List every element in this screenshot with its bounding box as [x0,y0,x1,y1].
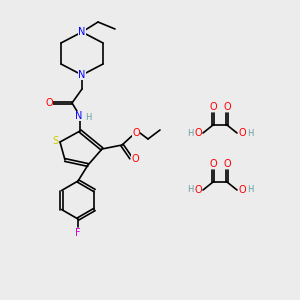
Text: O: O [45,98,53,108]
Text: O: O [194,128,202,138]
Text: N: N [78,70,86,80]
Text: H: H [247,185,253,194]
Text: H: H [187,185,193,194]
Text: O: O [223,102,231,112]
Text: H: H [85,112,91,122]
Text: S: S [52,136,58,146]
Text: O: O [132,128,140,138]
Text: N: N [78,27,86,37]
Text: O: O [238,185,246,195]
Text: O: O [209,102,217,112]
Text: O: O [238,128,246,138]
Text: O: O [194,185,202,195]
Text: H: H [187,128,193,137]
Text: O: O [223,159,231,169]
Text: H: H [247,128,253,137]
Text: F: F [75,228,81,238]
Text: O: O [209,159,217,169]
Text: O: O [131,154,139,164]
Text: N: N [75,111,83,121]
